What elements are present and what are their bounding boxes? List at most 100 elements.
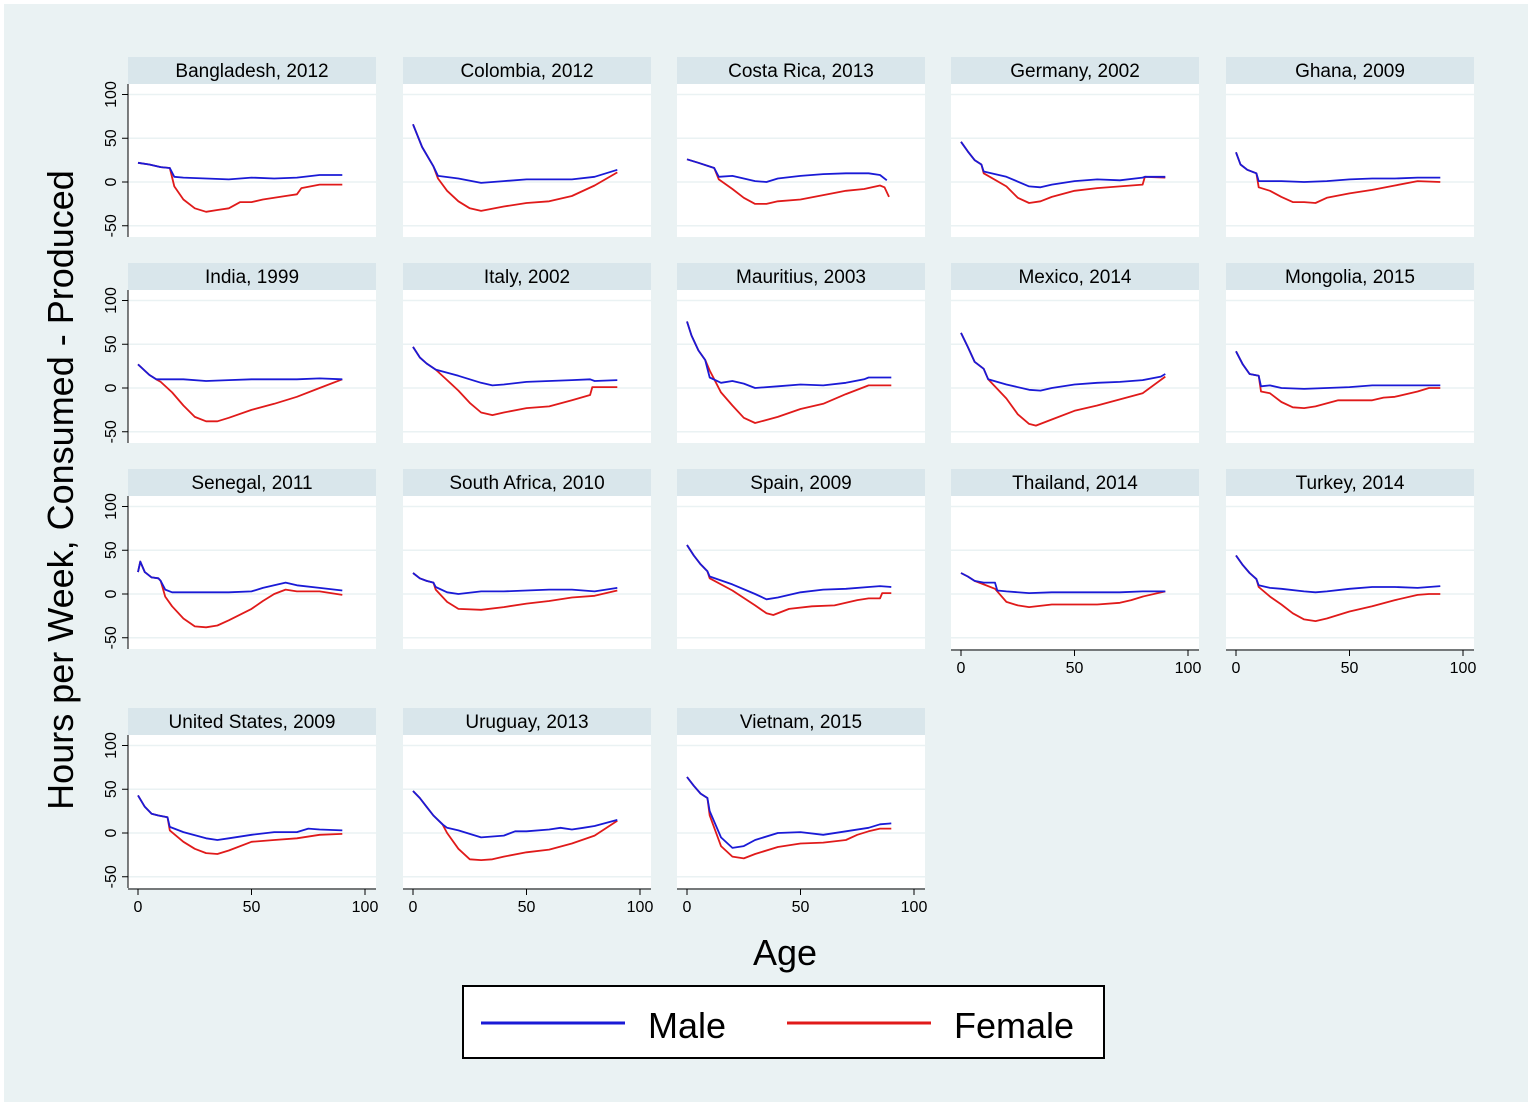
plot-area — [128, 290, 376, 443]
panel: Italy, 2002 — [403, 263, 651, 443]
panel-title-strip — [1226, 469, 1474, 496]
panel: Germany, 2002 — [951, 57, 1199, 237]
panel-title-strip — [403, 469, 651, 496]
panel-title: Bangladesh, 2012 — [175, 61, 328, 82]
panel: Thailand, 2014 0 50 100 — [951, 469, 1201, 677]
plot-area — [677, 84, 925, 237]
panel-title: Mongolia, 2015 — [1285, 267, 1415, 288]
y-tick-label: 0 — [103, 383, 120, 392]
y-tick-label: -50 — [103, 420, 120, 443]
series-line-male — [686, 158, 888, 183]
y-tick-label: 100 — [103, 493, 120, 520]
panel-title-strip — [128, 708, 376, 735]
series-line-male — [1235, 350, 1441, 390]
x-tick-label: 0 — [1232, 660, 1241, 677]
panel-title: Turkey, 2014 — [1296, 473, 1405, 494]
panel: Ghana, 2009 — [1226, 57, 1474, 237]
plot-area — [1226, 290, 1474, 443]
panel-title-strip — [128, 263, 376, 290]
panel-title: Italy, 2002 — [484, 267, 570, 288]
panel-title: South Africa, 2010 — [449, 473, 604, 494]
panel-title-strip — [677, 263, 925, 290]
panel-title: Uruguay, 2013 — [465, 712, 588, 733]
x-tick-label: 50 — [1066, 660, 1084, 677]
y-axis-label: Hours per Week, Consumed - Produced — [40, 170, 81, 810]
y-tick-label: 100 — [103, 732, 120, 759]
x-tick-label: 50 — [1341, 660, 1359, 677]
x-tick-label: 0 — [409, 899, 418, 916]
y-tick-label: 0 — [103, 177, 120, 186]
series-line-male — [1235, 151, 1441, 183]
panel-title: Spain, 2009 — [750, 473, 851, 494]
panel-title-strip — [1226, 263, 1474, 290]
panel: Spain, 2009 — [677, 469, 925, 649]
panel: Colombia, 2012 — [403, 57, 651, 237]
x-tick-label: 50 — [243, 899, 261, 916]
series-line-male — [960, 572, 1166, 594]
x-tick-label: 0 — [683, 899, 692, 916]
plot-area — [403, 84, 651, 237]
panel-title-strip — [403, 263, 651, 290]
plot-area — [1226, 84, 1474, 237]
series-line-male — [412, 346, 618, 387]
panel: Uruguay, 2013 0 50 100 — [403, 708, 653, 916]
panel-title-strip — [677, 469, 925, 496]
series-line-male — [412, 790, 618, 839]
y-tick-label: 50 — [103, 129, 120, 147]
plot-area — [1226, 496, 1474, 649]
panel-title: Thailand, 2014 — [1012, 473, 1138, 494]
plot-area — [951, 496, 1199, 649]
panel-title: Costa Rica, 2013 — [728, 61, 874, 82]
y-tick-label: -50 — [103, 214, 120, 237]
y-tick-label: 0 — [103, 828, 120, 837]
panel: Bangladesh, 2012 -50 0 50 100 — [103, 57, 376, 237]
panels-group: Bangladesh, 2012 -50 0 50 100 Colombia, 2012 C… — [103, 57, 1476, 916]
panel-title-strip — [128, 57, 376, 84]
panel-title-strip — [1226, 57, 1474, 84]
series-line-male — [137, 794, 343, 841]
x-tick-label: 0 — [134, 899, 143, 916]
panel-title: India, 1999 — [205, 267, 299, 288]
y-tick-label: 100 — [103, 287, 120, 314]
legend: Male Female — [462, 985, 1105, 1059]
panel-title-strip — [128, 469, 376, 496]
panel-title: Ghana, 2009 — [1295, 61, 1405, 82]
x-axis-label: Age — [753, 932, 817, 973]
panel-title: United States, 2009 — [169, 712, 336, 733]
x-tick-label: 100 — [352, 899, 379, 916]
plot-area — [677, 290, 925, 443]
panel-title: Mexico, 2014 — [1018, 267, 1131, 288]
panel-title: Senegal, 2011 — [191, 473, 312, 494]
legend-label-male: Male — [648, 1005, 726, 1046]
series-line-male — [137, 560, 343, 594]
x-tick-label: 50 — [792, 899, 810, 916]
panel-title: Colombia, 2012 — [460, 61, 593, 82]
panel: United States, 2009 -50 0 50 100 0 50 100 — [103, 708, 378, 916]
panel-title: Vietnam, 2015 — [740, 712, 862, 733]
x-tick-label: 0 — [957, 660, 966, 677]
panel: Mauritius, 2003 — [677, 263, 925, 443]
panel: South Africa, 2010 — [403, 469, 651, 649]
panel-title: Mauritius, 2003 — [736, 267, 866, 288]
y-tick-label: 50 — [103, 335, 120, 353]
plot-area — [403, 735, 651, 888]
panel: Mexico, 2014 — [951, 263, 1199, 443]
series-line-male — [960, 141, 1166, 189]
panel: Vietnam, 2015 0 50 100 — [677, 708, 927, 916]
panel-title-strip — [677, 708, 925, 735]
panel: Senegal, 2011 -50 0 50 100 — [103, 469, 376, 649]
plot-area — [677, 496, 925, 649]
y-tick-label: 0 — [103, 589, 120, 598]
y-tick-label: -50 — [103, 865, 120, 888]
series-line-male — [412, 123, 618, 184]
panel-title-strip — [951, 57, 1199, 84]
plot-area — [128, 84, 376, 237]
y-tick-label: 50 — [103, 541, 120, 559]
panel: Mongolia, 2015 — [1226, 263, 1474, 443]
series-line-male — [960, 332, 1166, 392]
x-tick-label: 100 — [1175, 660, 1202, 677]
panel: Turkey, 2014 0 50 100 — [1226, 469, 1476, 677]
y-tick-label: -50 — [103, 626, 120, 649]
panel: India, 1999 -50 0 50 100 — [103, 263, 376, 443]
